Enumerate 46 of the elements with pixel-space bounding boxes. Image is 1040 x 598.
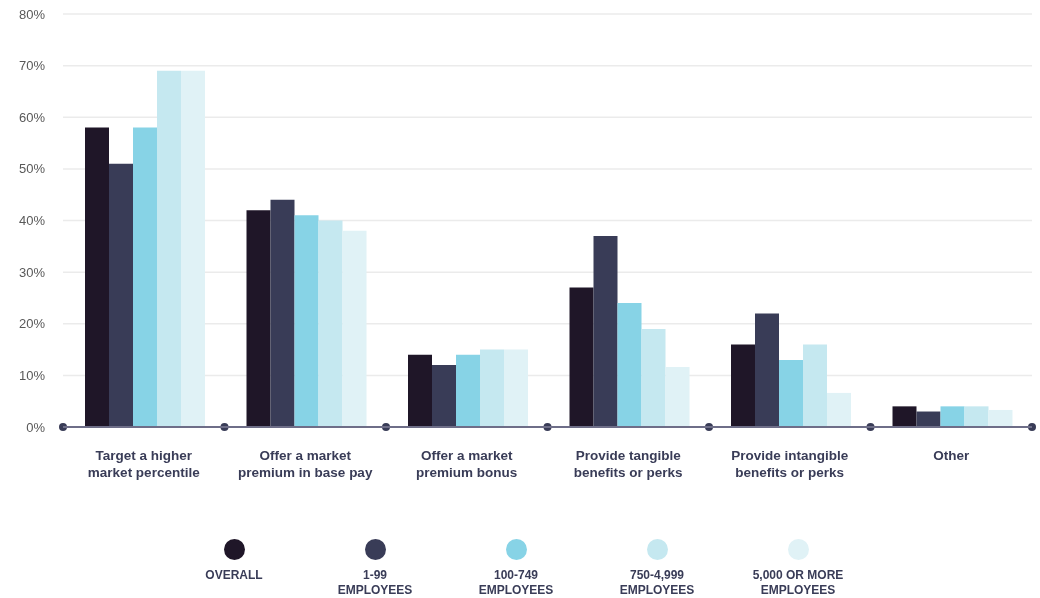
- bar: [569, 287, 594, 427]
- bar: [916, 411, 941, 427]
- y-tick-label: 10%: [18, 367, 46, 383]
- bar: [456, 354, 480, 427]
- x-tick-label: Provide tangible benefits or perks: [573, 448, 683, 480]
- legend-label: 1-99 EMPLOYEES: [337, 568, 413, 598]
- x-tick-label: Offer a market premium bonus: [416, 448, 518, 480]
- bar: [964, 406, 989, 427]
- bar: [827, 392, 851, 427]
- bar: [617, 303, 642, 427]
- legend-label: 750-4,999 EMPLOYEES: [619, 568, 695, 598]
- bar: [988, 409, 1013, 427]
- bar: [109, 163, 133, 427]
- y-tick-label: 0%: [26, 419, 46, 435]
- bar: [294, 215, 319, 427]
- y-tick-label: 20%: [18, 316, 46, 332]
- bar: [641, 328, 666, 427]
- bar: [731, 344, 755, 427]
- bar: [755, 313, 779, 427]
- bar: [940, 406, 965, 427]
- bar: [803, 344, 827, 427]
- legend-label: 5,000 OR MORE EMPLOYEES: [752, 568, 844, 598]
- x-tick-label: Other: [933, 448, 970, 463]
- y-tick-label: 60%: [18, 109, 46, 125]
- bar: [318, 220, 343, 427]
- bar: [133, 127, 157, 427]
- y-tick-label: 50%: [18, 161, 46, 177]
- bar: [85, 127, 109, 427]
- y-tick-label: 70%: [18, 58, 46, 74]
- bar: [593, 235, 618, 427]
- bar: [270, 199, 295, 427]
- bar: [480, 349, 504, 427]
- bar: [246, 210, 271, 427]
- legend-label: 100-749 EMPLOYEES: [478, 568, 554, 598]
- x-tick-label: Target a higher market percentile: [87, 448, 201, 480]
- y-tick-label: 40%: [18, 213, 46, 229]
- y-tick-label: 30%: [18, 264, 46, 280]
- bar: [892, 406, 917, 427]
- bar: [157, 70, 181, 427]
- legend-label: OVERALL: [205, 568, 263, 583]
- x-tick-label: Provide intangible benefits or perks: [731, 448, 849, 480]
- y-tick-label: 80%: [18, 6, 46, 22]
- x-tick-label: Offer a market premium in base pay: [238, 448, 373, 480]
- bar: [779, 359, 803, 427]
- bar: [432, 365, 456, 427]
- bar: [408, 354, 432, 427]
